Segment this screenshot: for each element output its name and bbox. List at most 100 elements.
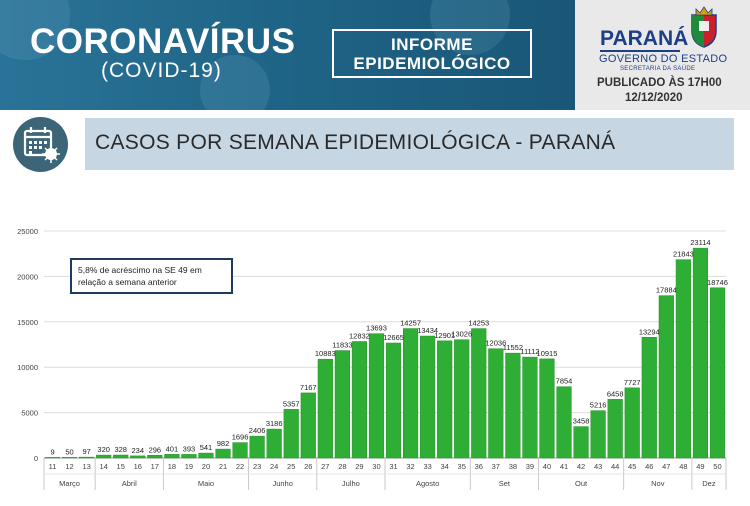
x-tick-label: 16 (134, 462, 142, 471)
y-tick-label: 25000 (17, 227, 38, 236)
gov-underline (600, 50, 680, 52)
data-label: 12832 (349, 331, 370, 340)
bar-week-29 (351, 341, 368, 459)
data-label: 97 (82, 447, 90, 456)
x-tick-label: 38 (509, 462, 517, 471)
x-tick-label: 25 (287, 462, 295, 471)
bar-week-33 (420, 335, 436, 459)
bar-week-17 (147, 455, 163, 459)
x-tick-label: 34 (441, 462, 449, 471)
data-label: 17884 (656, 286, 677, 295)
bar-week-11 (44, 457, 61, 459)
data-label: 14257 (400, 319, 421, 328)
data-label: 12036 (485, 339, 506, 348)
month-label: Out (575, 479, 588, 488)
x-tick-label: 17 (151, 462, 159, 471)
state-coat-of-arms-icon (691, 6, 717, 48)
data-label: 13693 (366, 324, 387, 333)
x-tick-label: 23 (253, 462, 261, 471)
bar-week-49 (692, 247, 709, 459)
bar-week-21 (215, 448, 231, 459)
bar-week-46 (641, 337, 657, 459)
x-tick-label: 49 (696, 462, 704, 471)
x-tick-label: 42 (577, 462, 585, 471)
informe-badge: INFORME EPIDEMIOLÓGICO (332, 29, 532, 78)
data-label: 13434 (417, 326, 438, 335)
data-label: 6458 (607, 389, 624, 398)
bar-week-37 (488, 348, 504, 459)
data-label: 9 (50, 447, 54, 456)
y-tick-label: 15000 (17, 318, 38, 327)
header-background (0, 0, 575, 110)
bar-week-36 (471, 328, 487, 459)
bar-week-43 (590, 410, 606, 459)
bar-week-12 (61, 457, 78, 459)
data-label: 10915 (537, 349, 558, 358)
calendar-virus-icon (23, 127, 60, 163)
data-label: 7727 (624, 378, 641, 387)
bar-week-24 (266, 428, 282, 459)
gov-name: PARANÁ (600, 27, 689, 50)
data-label: 393 (183, 444, 196, 453)
annotation-text: 5,8% de acréscimo na SE 49 em relação a … (78, 265, 202, 287)
bar-week-13 (79, 456, 95, 459)
month-label: Maio (198, 479, 214, 488)
month-label: Agosto (416, 479, 439, 488)
x-tick-label: 45 (628, 462, 636, 471)
bar-week-39 (522, 356, 538, 459)
bar-week-16 (130, 455, 146, 459)
data-label: 5357 (283, 399, 300, 408)
bar-week-34 (437, 340, 453, 459)
x-tick-label: 43 (594, 462, 602, 471)
page-subtitle: (COVID-19) (101, 59, 222, 82)
data-label: 3458 (573, 417, 590, 426)
x-tick-label: 12 (65, 462, 73, 471)
x-tick-label: 47 (662, 462, 670, 471)
data-label: 14253 (468, 319, 489, 328)
y-tick-label: 5000 (21, 409, 38, 418)
bar-week-26 (300, 392, 316, 459)
x-tick-label: 44 (611, 462, 619, 471)
section-banner (85, 118, 734, 170)
gov-line: GOVERNO DO ESTADO (599, 53, 728, 65)
x-tick-label: 29 (355, 462, 363, 471)
data-label: 1696 (232, 433, 249, 442)
x-tick-label: 15 (117, 462, 125, 471)
bar-week-31 (385, 342, 402, 459)
bar-week-48 (675, 259, 691, 459)
x-tick-label: 13 (82, 462, 90, 471)
data-label: 13026 (451, 330, 472, 339)
month-label: Dez (702, 479, 716, 488)
data-label: 982 (217, 439, 230, 448)
bar-week-25 (283, 409, 299, 459)
x-tick-label: 27 (321, 462, 329, 471)
data-label: 5216 (590, 401, 607, 410)
x-tick-label: 26 (304, 462, 312, 471)
x-tick-label: 37 (492, 462, 500, 471)
x-tick-label: 31 (389, 462, 397, 471)
x-tick-label: 36 (475, 462, 483, 471)
data-label: 21843 (673, 250, 694, 259)
data-label: 2406 (249, 426, 266, 435)
x-tick-label: 40 (543, 462, 551, 471)
data-label: 13294 (639, 327, 660, 336)
data-label: 18746 (707, 278, 728, 287)
x-tick-label: 21 (219, 462, 227, 471)
x-tick-label: 11 (49, 462, 57, 471)
bar-week-19 (181, 454, 197, 459)
x-tick-label: 50 (713, 462, 721, 471)
virus-decoration-icon (200, 55, 270, 110)
informe-line1: INFORME (391, 35, 473, 54)
data-label: 10883 (315, 349, 336, 358)
y-tick-label: 0 (34, 454, 38, 463)
data-label: 296 (149, 445, 162, 454)
bar-week-20 (198, 452, 214, 459)
bar-week-23 (249, 435, 265, 459)
x-tick-label: 28 (338, 462, 346, 471)
month-label: Abril (122, 479, 137, 488)
government-panel (575, 0, 750, 110)
bar-week-32 (402, 328, 419, 459)
x-tick-label: 48 (679, 462, 687, 471)
data-label: 23114 (690, 238, 710, 247)
